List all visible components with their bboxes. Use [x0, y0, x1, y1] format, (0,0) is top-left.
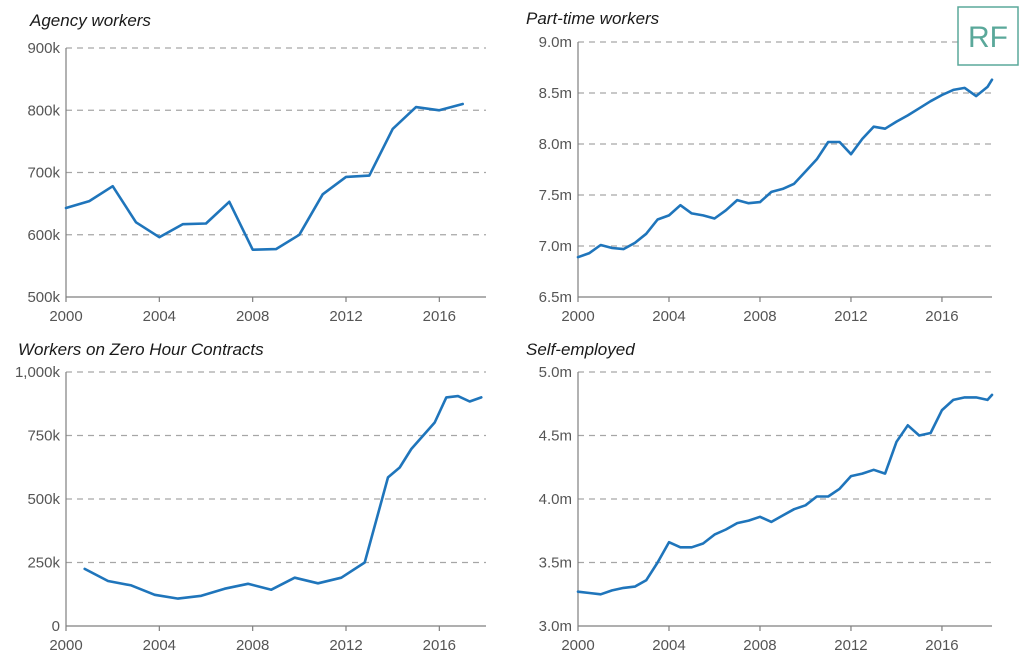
y-tick-label: 0 — [52, 618, 60, 635]
chart-panel-4: Self-employed 3.0m 3.5m 4.0m 4.5m 5.0m 2000 200… — [526, 340, 994, 654]
rf-logo-text: RF — [968, 21, 1008, 54]
chart-title: Self-employed — [526, 340, 635, 359]
y-tick-label: 3.5m — [539, 555, 572, 572]
x-tick-label: 2008 — [236, 308, 269, 325]
y-tick-label: 8.0m — [539, 136, 572, 153]
x-tick-label: 2004 — [143, 308, 176, 325]
x-tick-label: 2004 — [652, 637, 685, 654]
chart-panels: Agency workers 500k 600k 700k 800k 900k 2000 20… — [15, 9, 994, 654]
x-tick-label: 2004 — [143, 637, 176, 654]
x-tick-label: 2016 — [925, 637, 958, 654]
series-line — [64, 102, 465, 251]
series-line — [576, 393, 994, 596]
chart-panel-1: Agency workers 500k 600k 700k 800k 900k 2000 20… — [27, 11, 486, 325]
x-tick-label: 2012 — [834, 637, 867, 654]
y-tick-label: 4.5m — [539, 428, 572, 445]
y-tick-label: 700k — [27, 165, 60, 182]
x-tick-label: 2012 — [834, 308, 867, 325]
x-tick-label: 2016 — [925, 308, 958, 325]
y-tick-label: 4.0m — [539, 491, 572, 508]
chart-panel-2: Part-time workers 6.5m 7.0m 7.5m 8.0m 8.5m 9.0… — [526, 9, 994, 325]
x-tick-label: 2000 — [49, 308, 82, 325]
y-tick-label: 1,000k — [15, 364, 61, 381]
chart-title: Agency workers — [29, 11, 151, 30]
chart-panel-3: Workers on Zero Hour Contracts 0 250k 500k 7… — [15, 340, 486, 654]
y-tick-label: 800k — [27, 102, 60, 119]
x-tick-label: 2008 — [236, 637, 269, 654]
y-tick-label: 6.5m — [539, 289, 572, 306]
x-tick-label: 2008 — [743, 308, 776, 325]
y-tick-label: 500k — [27, 491, 60, 508]
y-tick-label: 7.0m — [539, 238, 572, 255]
y-tick-label: 750k — [27, 428, 60, 445]
series-line — [83, 394, 483, 600]
y-tick-label: 5.0m — [539, 364, 572, 381]
y-tick-label: 7.5m — [539, 187, 572, 204]
chart-title: Part-time workers — [526, 9, 660, 28]
series-line — [576, 78, 994, 259]
y-tick-label: 500k — [27, 289, 60, 306]
y-tick-label: 600k — [27, 227, 60, 244]
x-tick-label: 2016 — [423, 637, 456, 654]
x-tick-label: 2000 — [49, 637, 82, 654]
x-tick-label: 2008 — [743, 637, 776, 654]
x-tick-label: 2000 — [561, 637, 594, 654]
x-tick-label: 2000 — [561, 308, 594, 325]
y-tick-label: 3.0m — [539, 618, 572, 635]
x-tick-label: 2012 — [329, 308, 362, 325]
x-tick-label: 2004 — [652, 308, 685, 325]
y-tick-label: 8.5m — [539, 85, 572, 102]
chart-title: Workers on Zero Hour Contracts — [18, 340, 264, 359]
rf-logo: RF — [957, 6, 1019, 66]
y-tick-label: 250k — [27, 555, 60, 572]
rf-logo-box — [957, 6, 1019, 66]
y-tick-label: 900k — [27, 40, 60, 57]
y-tick-label: 9.0m — [539, 34, 572, 51]
x-tick-label: 2016 — [423, 308, 456, 325]
x-tick-label: 2012 — [329, 637, 362, 654]
